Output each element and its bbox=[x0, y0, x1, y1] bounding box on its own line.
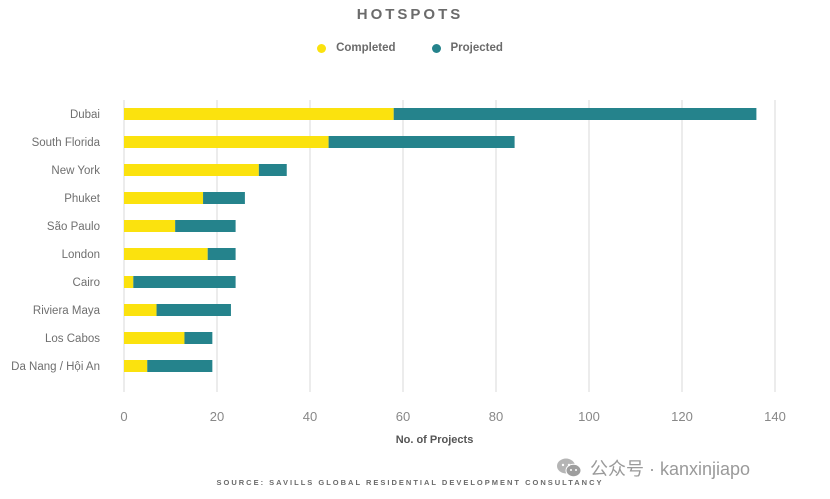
bar-completed bbox=[124, 276, 134, 288]
category-label: Phuket bbox=[64, 193, 101, 205]
wechat-icon bbox=[557, 458, 582, 478]
legend-label-completed: Completed bbox=[336, 42, 396, 54]
category-label: Riviera Maya bbox=[33, 305, 101, 317]
bar-completed bbox=[124, 360, 148, 372]
x-tick-label: 120 bbox=[671, 409, 693, 424]
category-label: Da Nang / Hội An bbox=[11, 361, 100, 373]
x-tick-label: 140 bbox=[764, 409, 786, 424]
bar-projected bbox=[393, 108, 757, 120]
bar-projected bbox=[133, 276, 236, 288]
bar-completed bbox=[124, 164, 259, 176]
bar-completed bbox=[124, 192, 204, 204]
category-label: New York bbox=[51, 165, 100, 177]
x-axis-label: No. of Projects bbox=[396, 434, 474, 446]
bar-projected bbox=[156, 304, 231, 316]
legend-swatch-projected bbox=[431, 43, 441, 53]
chart-title: HOTSPOTS bbox=[356, 6, 464, 23]
category-label: South Florida bbox=[32, 137, 101, 149]
legend: Completed Projected bbox=[0, 42, 820, 54]
x-tick-label: 60 bbox=[396, 409, 410, 424]
x-tick-label: 80 bbox=[489, 409, 503, 424]
category-label: Cairo bbox=[73, 277, 100, 289]
legend-item-completed: Completed bbox=[317, 42, 396, 54]
source-note: SOURCE: SAVILLS GLOBAL RESIDENTIAL DEVEL… bbox=[216, 478, 604, 487]
bar-completed bbox=[124, 248, 208, 260]
bar-completed bbox=[124, 220, 176, 232]
x-tick-label: 20 bbox=[210, 409, 224, 424]
x-tick-label: 100 bbox=[578, 409, 600, 424]
category-label: São Paulo bbox=[47, 221, 100, 233]
watermark: 公众号 · kanxinjiapo bbox=[556, 455, 750, 481]
bar-projected bbox=[258, 164, 287, 176]
bar-completed bbox=[124, 108, 394, 120]
bar-completed bbox=[124, 304, 157, 316]
bar-completed bbox=[124, 332, 185, 344]
x-tick-label: 0 bbox=[120, 409, 127, 424]
bar-completed bbox=[124, 136, 329, 148]
category-label: Dubai bbox=[70, 109, 100, 121]
bar-projected bbox=[207, 248, 236, 260]
bar-projected bbox=[175, 220, 236, 232]
category-label: Los Cabos bbox=[45, 333, 100, 345]
legend-swatch-completed bbox=[317, 43, 327, 53]
legend-item-projected: Projected bbox=[431, 42, 503, 54]
bar-projected bbox=[184, 332, 213, 344]
x-tick-label: 40 bbox=[303, 409, 317, 424]
bar-projected bbox=[147, 360, 213, 372]
bar-projected bbox=[203, 192, 245, 204]
legend-label-projected: Projected bbox=[450, 42, 503, 54]
watermark-text: 公众号 · kanxinjiapo bbox=[590, 459, 751, 479]
category-label: London bbox=[62, 249, 100, 261]
bar-projected bbox=[328, 136, 515, 148]
